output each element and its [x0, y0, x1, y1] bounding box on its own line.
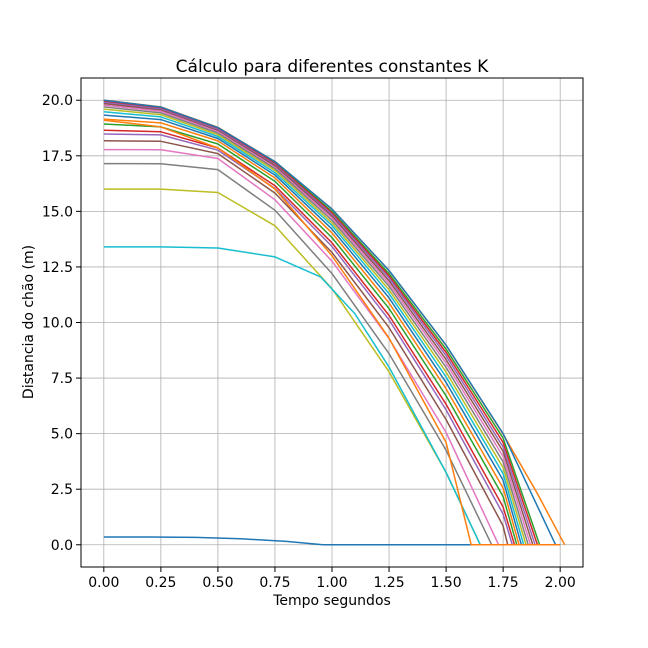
series-line-20	[103, 99, 561, 546]
y-tick-label: 17.5	[42, 149, 73, 165]
y-tick-label: 0.0	[51, 538, 73, 554]
y-tick-label: 5.0	[51, 427, 73, 443]
series-line-0	[103, 536, 561, 546]
series-line-14	[103, 133, 561, 546]
series-line-5	[103, 102, 561, 546]
series-line-21	[103, 119, 561, 546]
series-line-15	[103, 139, 561, 546]
series-line-11	[103, 118, 561, 546]
x-tick-label: 1.50	[431, 575, 462, 591]
y-tick-label: 15.0	[42, 204, 73, 220]
series-line-3	[103, 100, 561, 546]
x-tick-label: 1.00	[316, 575, 347, 591]
chart-title: Cálculo para diferentes constantes K	[176, 57, 489, 77]
y-axis: 0.0 2.5 5.0 7.5 10.0 12.5 15.0 17.5 20.0	[42, 93, 81, 554]
x-axis-label: Tempo segundos	[272, 593, 391, 609]
x-tick-label: 0.00	[88, 575, 119, 591]
x-tick-label: 1.75	[488, 575, 519, 591]
y-tick-label: 12.5	[42, 260, 73, 276]
x-tick-label: 0.25	[145, 575, 176, 591]
y-tick-label: 10.0	[42, 316, 73, 332]
series-line-4	[103, 101, 561, 546]
y-tick-label: 20.0	[42, 93, 73, 109]
y-axis-label: Distancia do chão (m)	[21, 245, 37, 399]
series-line-17	[103, 162, 561, 546]
series-line-6	[103, 104, 561, 546]
series-line-8	[103, 108, 561, 546]
series-line-16	[103, 148, 561, 546]
x-axis: 0.00 0.25 0.50 0.75 1.00 1.25 1.50 1.75 2.00	[88, 567, 576, 591]
series-line-12	[103, 123, 561, 546]
y-tick-label: 7.5	[51, 371, 73, 387]
series-line-9	[103, 111, 561, 546]
x-tick-label: 1.25	[373, 575, 404, 591]
x-tick-label: 0.75	[259, 575, 290, 591]
grid	[81, 78, 583, 567]
series-line-19	[103, 246, 561, 546]
y-tick-label: 2.5	[51, 482, 73, 498]
x-tick-label: 2.00	[545, 575, 576, 591]
series-line-10	[103, 114, 561, 546]
series-layer	[103, 99, 566, 546]
series-line-13	[103, 129, 561, 546]
x-tick-label: 0.50	[202, 575, 233, 591]
series-line-7	[103, 106, 561, 546]
